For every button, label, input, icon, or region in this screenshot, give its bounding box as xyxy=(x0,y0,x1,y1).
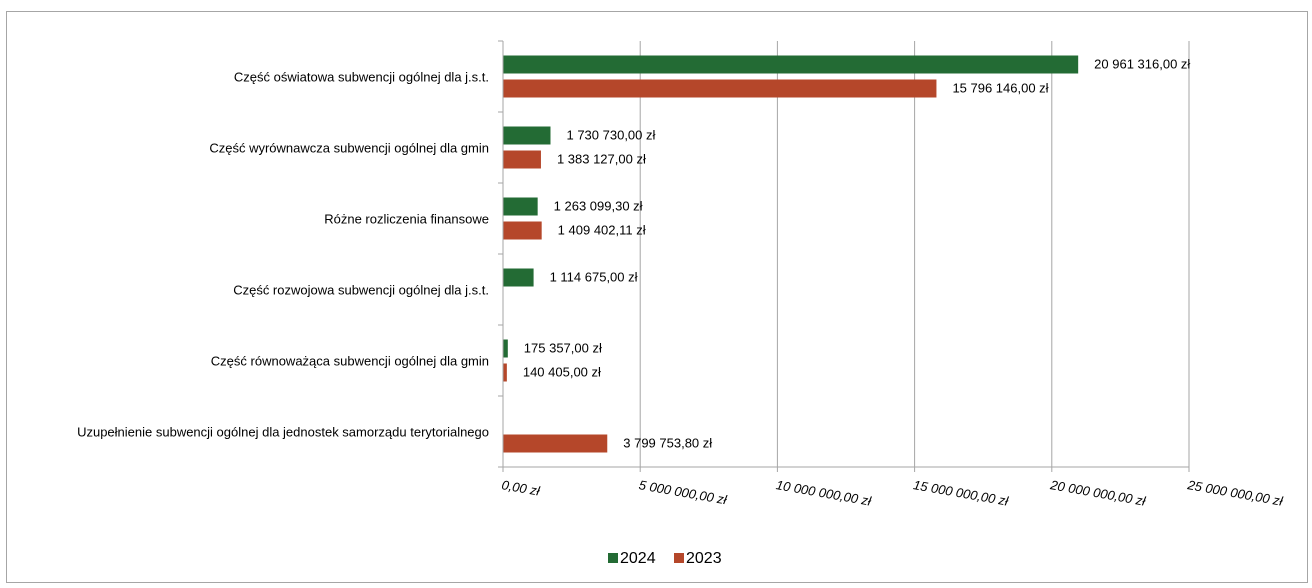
category-label: Różne rozliczenia finansowe xyxy=(324,212,489,227)
bar-2024 xyxy=(503,126,551,145)
bar-2023 xyxy=(503,221,542,240)
legend: 2024 2023 xyxy=(608,550,722,567)
category-label: Część oświatowa subwencji ogólnej dla j.… xyxy=(234,70,489,85)
bar-2023 xyxy=(503,79,937,98)
legend-label-2024: 2024 xyxy=(620,550,656,567)
x-tick-label: 10 000 000,00 zł xyxy=(775,477,873,509)
category-label: Część równoważąca subwencji ogólnej dla … xyxy=(211,354,489,369)
data-label: 3 799 753,80 zł xyxy=(623,436,712,451)
bar-2023 xyxy=(503,434,608,453)
legend-swatch-2024 xyxy=(608,553,618,563)
chart-frame xyxy=(6,11,1308,583)
bar-2024 xyxy=(503,268,534,287)
data-label: 15 796 146,00 zł xyxy=(952,81,1048,96)
data-label: 1 263 099,30 zł xyxy=(554,199,643,214)
data-label: 1 383 127,00 zł xyxy=(557,152,646,167)
category-label: Uzupełnienie subwencji ogólnej dla jedno… xyxy=(77,425,489,440)
labels: 0,00 zł 5 000 000,00 zł 10 000 000,00 zł 15… xyxy=(77,57,1285,509)
bar-2024 xyxy=(503,55,1079,74)
bar-2023 xyxy=(503,363,507,382)
x-tick-label: 20 000 000,00 zł xyxy=(1048,477,1147,509)
x-tick-label: 25 000 000,00 zł xyxy=(1185,477,1284,509)
data-label: 140 405,00 zł xyxy=(523,365,601,380)
data-label: 175 357,00 zł xyxy=(524,341,602,356)
bar-2024 xyxy=(503,197,538,216)
category-label: Część wyrównawcza subwencji ogólnej dla … xyxy=(209,141,489,156)
bar-2023 xyxy=(503,150,541,169)
x-tick-label: 0,00 zł xyxy=(500,477,541,499)
legend-swatch-2023 xyxy=(674,553,684,563)
data-label: 1 409 402,11 zł xyxy=(558,223,646,238)
data-label: 20 961 316,00 zł xyxy=(1094,57,1190,72)
legend-label-2023: 2023 xyxy=(686,550,722,567)
x-tick-label: 15 000 000,00 zł xyxy=(912,477,1010,509)
category-label: Część rozwojowa subwencji ogólnej dla j.… xyxy=(233,283,489,298)
gridlines xyxy=(639,41,1190,467)
axes xyxy=(498,40,1190,472)
data-label: 1 114 675,00 zł xyxy=(550,270,638,285)
bars xyxy=(503,55,1079,453)
data-label: 1 730 730,00 zł xyxy=(566,128,655,143)
bar-2024 xyxy=(503,339,508,358)
x-tick-label: 5 000 000,00 zł xyxy=(638,477,729,507)
